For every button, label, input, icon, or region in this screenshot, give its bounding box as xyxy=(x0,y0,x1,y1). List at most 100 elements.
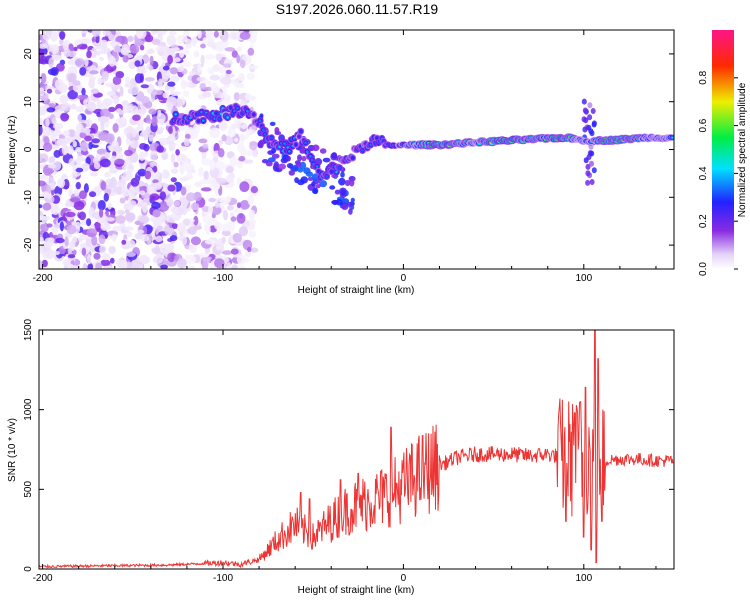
spectrogram-noise-blob xyxy=(56,178,66,189)
spectrogram-ridge-cell xyxy=(330,170,333,173)
spectrogram-noise-blob xyxy=(236,202,241,209)
spectrogram-noise-blob xyxy=(250,247,259,253)
x-tick-label: -100 xyxy=(213,273,233,284)
spectrogram-noise-blob xyxy=(148,134,154,142)
spectrogram-scatter-blob xyxy=(591,167,597,174)
spectrogram-noise-blob xyxy=(171,206,177,212)
spectrogram-ridge-cell xyxy=(299,130,303,133)
spectrogram-noise-blob xyxy=(88,78,95,89)
figure-title: S197.2026.060.11.57.R19 xyxy=(276,1,439,17)
spectrogram-noise-blob xyxy=(226,205,234,211)
spectrogram-noise-blob xyxy=(97,200,106,211)
spectrogram-noise-blob xyxy=(66,224,77,235)
colorbar: 0.0 0.2 0.4 0.6 0.8 Normalized spectral ampl… xyxy=(698,30,748,276)
spectrogram-noise-blob xyxy=(248,65,258,70)
spectrogram-noise-blob xyxy=(248,209,256,220)
spectrogram-noise-blob xyxy=(217,46,224,53)
spectrogram-noise-blob xyxy=(214,221,222,230)
spectrogram-noise-blob xyxy=(39,260,43,269)
colorbar-tick-label: 0.0 xyxy=(698,262,709,276)
spectrogram-noise-blob xyxy=(96,148,108,155)
spectrogram-x-ticks: -200 -100 0 100 xyxy=(33,30,657,284)
spectrogram-scatter-blob xyxy=(312,187,319,195)
spectrogram-noise-blob xyxy=(45,117,50,128)
spectrogram-ridge-cell xyxy=(304,141,307,145)
spectrogram-noise-blob xyxy=(83,99,88,107)
spectrogram-noise-blob xyxy=(140,106,147,114)
spectrogram-noise-blob xyxy=(124,149,133,157)
spectrogram-noise-blob xyxy=(193,191,202,202)
spectrogram-noise-blob xyxy=(83,183,89,194)
spectrogram-noise-blob xyxy=(126,231,133,238)
spectrogram-noise-blob xyxy=(173,161,179,168)
spectrogram-noise-blob xyxy=(166,34,177,46)
spectrogram-noise-blob xyxy=(75,167,84,173)
spectrogram-noise-blob xyxy=(166,197,174,207)
spectrogram-scatter-blob xyxy=(319,148,327,154)
spectrogram-noise-blob xyxy=(48,57,54,69)
x-tick-label: 0 xyxy=(401,573,407,584)
spectrogram-ridge-cell xyxy=(258,119,262,122)
spectrogram-noise-blob xyxy=(179,49,185,58)
spectrogram-noise-blob xyxy=(201,261,209,269)
spectrogram-scatter-blob xyxy=(350,197,355,203)
spectrogram-scatter-blob xyxy=(590,108,596,114)
spectrogram-noise-blob xyxy=(236,254,246,265)
spectrogram-noise-blob xyxy=(186,127,195,134)
x-tick-label: -200 xyxy=(33,573,53,584)
spectrogram-noise-blob xyxy=(68,188,73,197)
spectrogram-noise-blob xyxy=(169,135,176,144)
spectrogram-noise-blob xyxy=(246,72,255,80)
spectrogram-noise-blob xyxy=(249,142,258,151)
spectrogram-noise-blob xyxy=(39,175,49,180)
spectrogram-noise-blob xyxy=(203,170,209,181)
spectrogram-noise-blob xyxy=(86,101,97,112)
spectrogram-noise-blob xyxy=(112,225,122,232)
spectrogram-noise-blob xyxy=(156,45,167,52)
spectrogram-noise-blob xyxy=(39,43,49,49)
spectrogram-scatter-blob xyxy=(582,126,588,133)
spectrogram-noise-blob xyxy=(138,215,150,224)
spectrogram-noise-blob xyxy=(79,190,87,200)
spectrogram-noise-blob xyxy=(76,44,88,50)
spectrogram-noise-blob xyxy=(220,76,232,85)
spectrogram-noise-blob xyxy=(107,145,114,150)
spectrogram-noise-blob xyxy=(47,237,55,244)
spectrogram-noise-blob xyxy=(151,169,160,180)
spectrogram-scatter-blob xyxy=(582,107,588,114)
spectrogram-noise-blob xyxy=(176,35,188,43)
spectrogram-scatter-blob xyxy=(348,208,353,215)
spectrogram-ridge-cell xyxy=(236,106,239,110)
spectrogram-noise-blob xyxy=(204,54,215,60)
spectrogram-noise-blob xyxy=(78,211,87,221)
spectrogram-noise-blob xyxy=(230,123,238,129)
spectrogram-noise-blob xyxy=(217,148,225,158)
spectrogram-noise-blob xyxy=(120,47,130,56)
x-tick-label: -100 xyxy=(213,573,233,584)
spectrogram-noise-blob xyxy=(108,55,116,67)
spectrogram-noise-blob xyxy=(39,180,47,187)
spectrogram-noise-blob xyxy=(229,212,235,217)
spectrogram-scatter-blob xyxy=(339,187,347,194)
spectrogram-noise-blob xyxy=(72,140,78,148)
spectrogram-noise-blob xyxy=(211,43,216,50)
spectrogram-noise-blob xyxy=(170,75,180,83)
spectrogram-noise-blob xyxy=(157,32,163,43)
spectrogram-noise-blob xyxy=(45,249,55,260)
spectrogram-noise-blob xyxy=(148,65,154,71)
spectrogram-scatter-blob xyxy=(334,189,341,195)
spectrogram-noise-blob xyxy=(89,70,99,75)
spectrogram-noise-blob xyxy=(100,259,111,267)
spectrogram-noise-blob xyxy=(182,236,187,246)
spectrogram-noise-blob xyxy=(81,247,87,256)
spectrogram-noise-blob xyxy=(122,104,130,114)
spectrogram-noise-blob xyxy=(196,77,205,82)
spectrogram-noise-blob xyxy=(183,48,190,56)
spectrogram-noise-blob xyxy=(73,46,78,52)
spectrogram-scatter-blob xyxy=(322,157,331,163)
spectrogram-noise-blob xyxy=(152,89,157,96)
spectrogram-noise-blob xyxy=(42,126,52,137)
spectrogram-noise-blob xyxy=(139,44,145,51)
spectrogram-noise-blob xyxy=(170,142,177,147)
spectrogram-scatter-blob xyxy=(305,171,313,177)
